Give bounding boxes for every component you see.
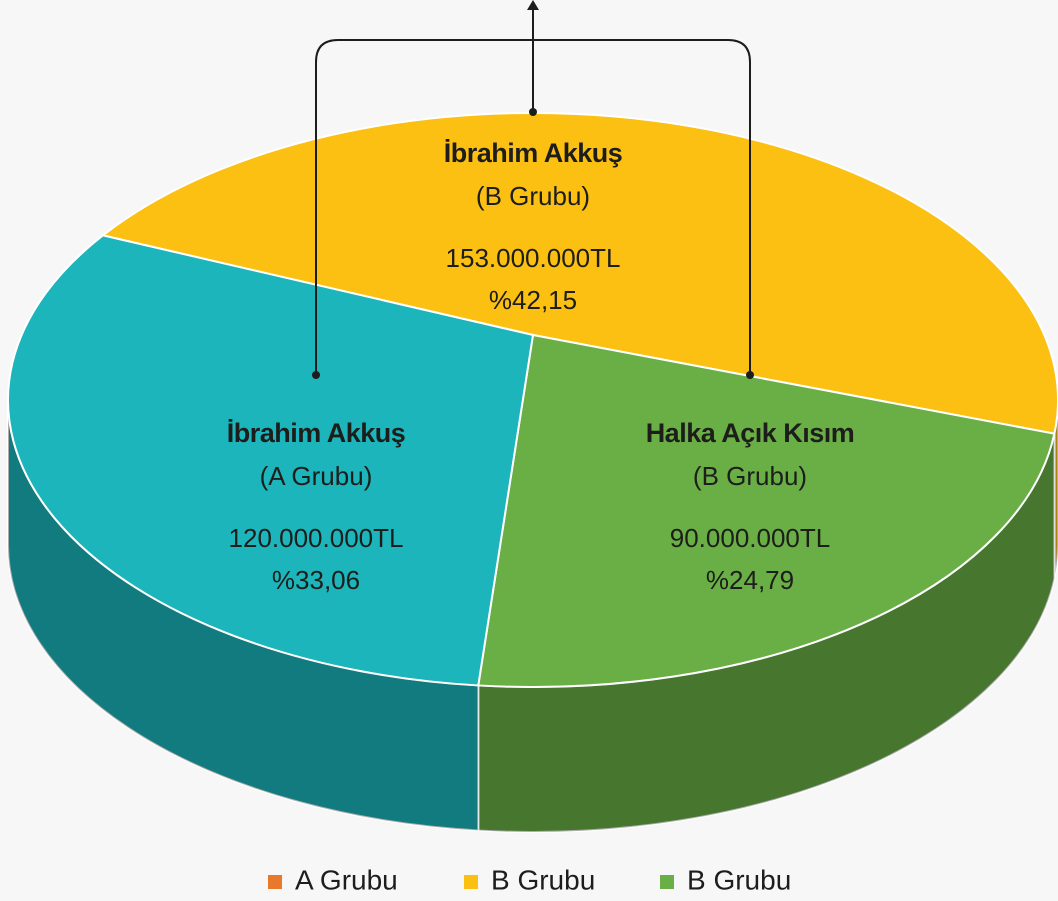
value-label: %42,15 <box>489 285 577 315</box>
value-label: %24,79 <box>706 565 794 595</box>
legend: A Grubu B Grubu B Grubu <box>268 864 791 895</box>
slice-group: (B Grubu) <box>693 461 807 491</box>
legend-label: B Grubu <box>491 864 595 895</box>
connector <box>315 8 751 375</box>
arrow-head <box>527 0 539 10</box>
legend-swatch <box>464 875 478 889</box>
dot <box>529 108 537 116</box>
slice-name: Halka Açık Kısım <box>646 418 855 448</box>
slice-name: İbrahim Akkuş <box>444 138 623 168</box>
amount-label: 153.000.000TL <box>446 243 621 273</box>
legend-swatch <box>268 875 282 889</box>
slice-name: İbrahim Akkuş <box>227 418 406 448</box>
side-shade <box>478 433 1055 832</box>
slice <box>100 112 1058 435</box>
slice-group: (B Grubu) <box>476 181 590 211</box>
slice <box>477 333 1056 688</box>
labels: İbrahim Akkuş (B Grubu) 153.000.000TL %42,1… <box>227 138 855 595</box>
side-shade <box>8 400 479 831</box>
amount-label: 120.000.000TL <box>229 523 404 553</box>
pie <box>7 112 1058 833</box>
legend-swatch <box>660 875 674 889</box>
slice <box>7 234 535 687</box>
legend-label: A Grubu <box>295 864 398 895</box>
legend-label: B Grubu <box>687 864 791 895</box>
dot <box>746 371 754 379</box>
dot <box>312 371 320 379</box>
slice-group: (A Grubu) <box>260 461 373 491</box>
value-label: %33,06 <box>272 565 360 595</box>
amount-label: 90.000.000TL <box>670 523 830 553</box>
